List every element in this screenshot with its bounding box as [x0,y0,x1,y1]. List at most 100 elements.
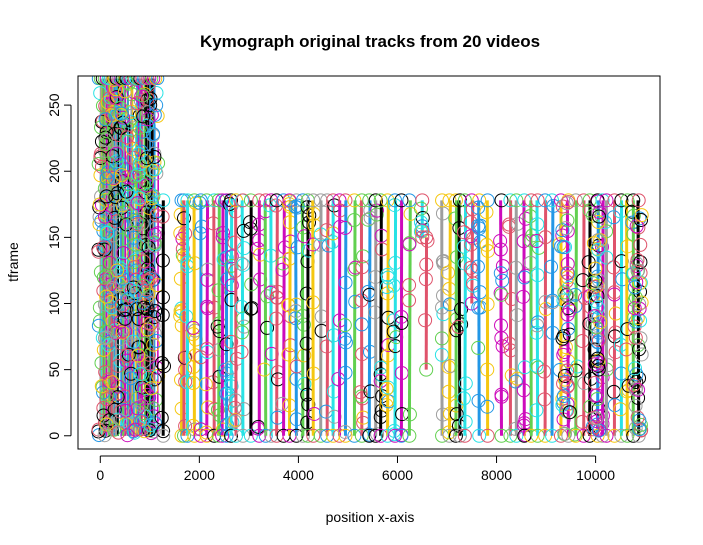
track-point [155,209,170,224]
dense-track-point [114,336,129,351]
track-point [452,428,467,443]
track-point [631,382,646,397]
track-point [568,287,583,302]
track-point [402,293,417,308]
dense-track-point [120,130,135,145]
track-point [216,225,231,240]
dense-track-point [131,146,146,161]
track-line [407,200,412,436]
x-tick-label: 0 [96,467,104,483]
track-point [567,427,582,442]
track-point [560,213,575,228]
dense-track-point [136,278,151,293]
dense-track-point [141,370,156,385]
track-point [252,428,267,443]
dense-track-point [99,289,114,304]
dense-track-point [146,189,161,204]
x-tick-label: 6000 [382,467,413,483]
dense-track-point [144,381,159,396]
track-point [264,193,279,208]
track-point [456,239,471,254]
track-point [559,196,574,211]
track-point [463,260,478,275]
track-point [633,255,648,270]
track-point [244,277,259,292]
track-point [224,428,239,443]
dense-track-point [93,168,108,183]
track-point [332,193,347,208]
track-point [354,193,369,208]
dense-track-point [91,244,106,259]
dense-track-point [146,318,161,333]
y-tick-label: 250 [46,93,62,117]
dense-track-point [109,90,124,105]
track-point [593,315,608,330]
dense-track-point [130,96,145,111]
track-line [454,200,458,436]
dense-track-point [128,422,143,437]
track-point [561,321,576,336]
track-point [368,193,383,208]
track-point [626,377,641,392]
track-point [633,237,648,252]
track-line [535,200,540,436]
track-point [176,428,191,443]
dense-track-line [156,142,160,436]
dense-track-point [117,282,132,297]
dense-track-point [126,255,141,270]
track-point [588,375,603,390]
track-point [480,428,495,443]
track-point [586,236,601,251]
track-point [591,209,606,224]
track-point [590,193,605,208]
track-point [585,422,600,437]
track-point [472,193,487,208]
track-point [493,234,508,249]
track-point [155,308,170,323]
track-point [545,293,560,308]
track-point [632,297,647,312]
dense-track-point [105,375,120,390]
track-point [628,398,643,413]
track-point [595,408,610,423]
track-point [591,362,606,377]
dense-track-point [134,176,149,191]
track-point [235,193,250,208]
track-point [338,365,353,380]
y-axis-label: tframe [5,242,21,282]
dense-track-point [94,379,109,394]
track-point [470,259,485,274]
dense-track-point [102,413,117,428]
track-point [452,193,467,208]
dense-track-point [134,89,149,104]
track-point [448,193,463,208]
dense-track-point [130,196,145,211]
dense-track-point [98,137,113,152]
track-point [585,316,600,331]
dense-track-point [108,205,123,220]
track-point [156,424,171,439]
track-point [530,217,545,232]
dense-track-point [129,284,144,299]
track-point [530,428,545,443]
dense-track-point [132,198,147,213]
track-point [157,359,172,374]
track-point [337,331,352,346]
dense-track-point [92,217,107,232]
x-axis: 0 2000 4000 6000 8000 10000 [96,455,615,483]
track-point [494,428,509,443]
track-point [472,428,487,443]
track-point [156,428,171,443]
track-point [529,325,544,340]
dense-track-point [110,390,125,405]
track-point [631,193,646,208]
track-point [394,309,409,324]
x-tick-label: 8000 [481,467,512,483]
track-line [543,200,548,436]
dense-track-point [138,271,153,286]
track-point [585,275,600,290]
dense-track-point [106,228,121,243]
track-point [215,230,230,245]
dense-track-point [113,107,128,122]
track-point [630,311,645,326]
